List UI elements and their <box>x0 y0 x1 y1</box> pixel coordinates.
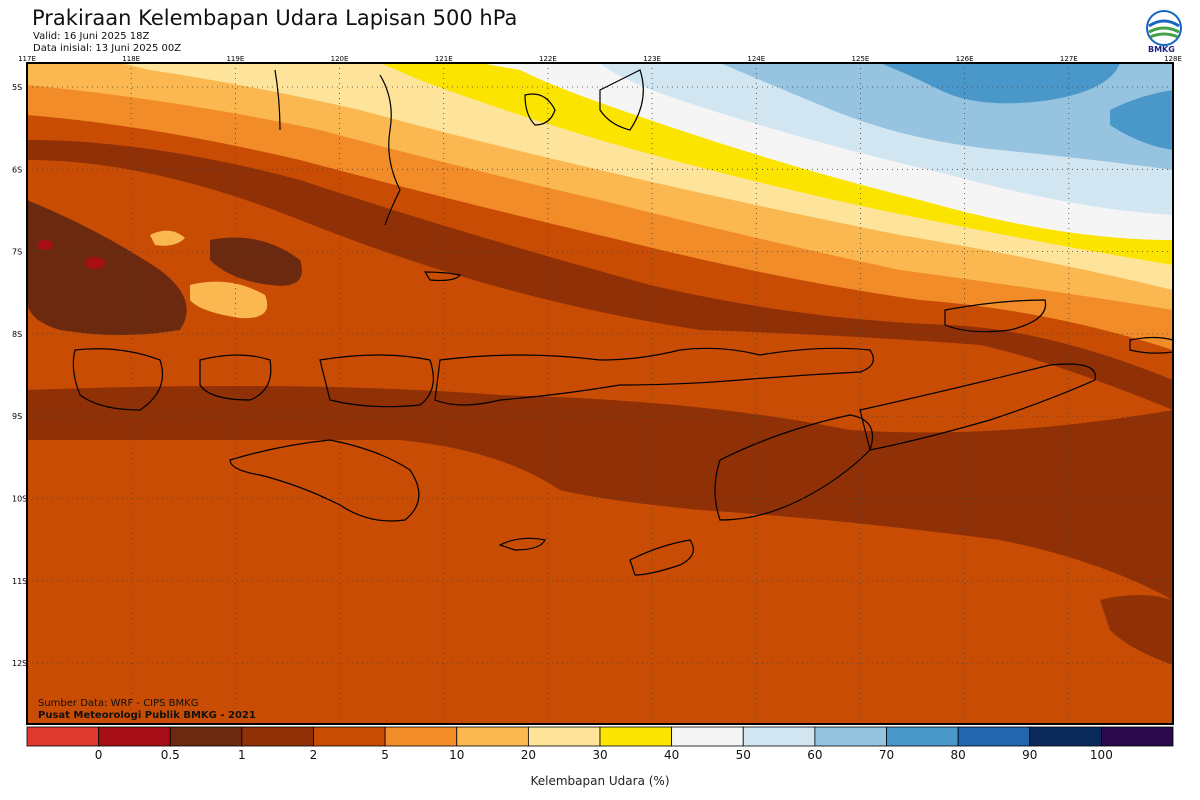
legend-tick-label: 1 <box>238 748 246 762</box>
legend-swatch <box>1029 726 1102 747</box>
source-line-2: Pusat Meteorologi Publik BMKG - 2021 <box>38 710 256 721</box>
legend-swatch <box>957 726 1031 747</box>
legend-tick-label: 30 <box>592 748 608 762</box>
init-time: Data inisial: 13 Juni 2025 00Z <box>33 43 182 54</box>
latitude-label: 7S <box>12 248 22 257</box>
legend-tick-label: 80 <box>950 748 966 762</box>
map-title: Prakiraan Kelembapan Udara Lapisan 500 h… <box>32 6 518 30</box>
graticule <box>27 63 1173 724</box>
legend-swatch <box>384 726 458 747</box>
logo-text: BMKG <box>1148 45 1175 54</box>
legend-tick-label: 50 <box>735 748 751 762</box>
legend-tick-label: 100 <box>1089 748 1113 762</box>
legend-swatch <box>169 726 243 747</box>
legend-tick-label: 40 <box>663 748 680 762</box>
longitude-label: 124E <box>747 55 765 63</box>
legend-tick-label: 5 <box>381 748 389 762</box>
longitude-label: 126E <box>956 55 974 63</box>
source-line-1: Sumber Data: WRF - CIPS BMKG <box>38 698 199 709</box>
latitude-label: 12S <box>12 659 27 668</box>
color-legend <box>26 726 1174 747</box>
legend-swatch <box>599 726 673 747</box>
humidity-field <box>27 63 1173 724</box>
longitude-label: 118E <box>122 55 140 63</box>
legend-tick-label: 10 <box>449 748 465 762</box>
legend-title: Kelembapan Udara (%) <box>530 774 670 788</box>
legend-tick-label: 90 <box>1022 748 1038 762</box>
legend-swatch <box>26 726 100 747</box>
legend-swatch <box>814 726 887 747</box>
latitude-label: 10S <box>12 495 27 504</box>
map-frame <box>26 62 1174 725</box>
longitude-label: 125E <box>852 55 870 63</box>
valid-time: Valid: 16 Juni 2025 18Z <box>33 31 150 42</box>
legend-tick-label: 0 <box>94 748 103 762</box>
latitude-label: 11S <box>12 577 27 586</box>
longitude-label: 120E <box>331 55 349 63</box>
legend-tick-label: 70 <box>878 748 895 762</box>
legend-swatch <box>98 726 171 747</box>
legend-swatch <box>1100 726 1174 747</box>
legend-swatch <box>456 726 529 747</box>
legend-swatch <box>241 726 314 747</box>
legend-swatch <box>527 726 601 747</box>
latitude-labels: 5S 6S 7S 8S 9S 10S 11S 12S <box>12 83 27 668</box>
legend-swatch <box>886 726 959 747</box>
latitude-label: 6S <box>12 165 22 174</box>
legend-tick-label: 0.5 <box>160 748 180 762</box>
longitude-label: 117E <box>18 55 36 63</box>
coastlines <box>72 69 1173 576</box>
latitude-label: 5S <box>12 83 22 92</box>
latitude-label: 9S <box>12 412 22 421</box>
longitude-label: 123E <box>643 55 661 63</box>
latitude-label: 8S <box>12 330 22 339</box>
longitude-label: 122E <box>539 55 557 63</box>
legend-tick-label: 60 <box>807 748 823 762</box>
bmkg-logo-icon <box>1146 10 1182 46</box>
legend-swatch <box>671 726 744 747</box>
longitude-label: 127E <box>1060 55 1078 63</box>
legend-tick-label: 20 <box>520 748 537 762</box>
longitude-label: 128E <box>1164 55 1182 63</box>
legend-swatch <box>313 726 386 747</box>
longitude-label: 119E <box>226 55 244 63</box>
legend-tick-label: 2 <box>309 748 318 762</box>
longitude-label: 121E <box>435 55 453 63</box>
longitude-labels: 117E 118E 119E 120E 121E 122E 123E 124E 125E 126E… <box>18 55 1182 63</box>
legend-swatch <box>742 726 816 747</box>
